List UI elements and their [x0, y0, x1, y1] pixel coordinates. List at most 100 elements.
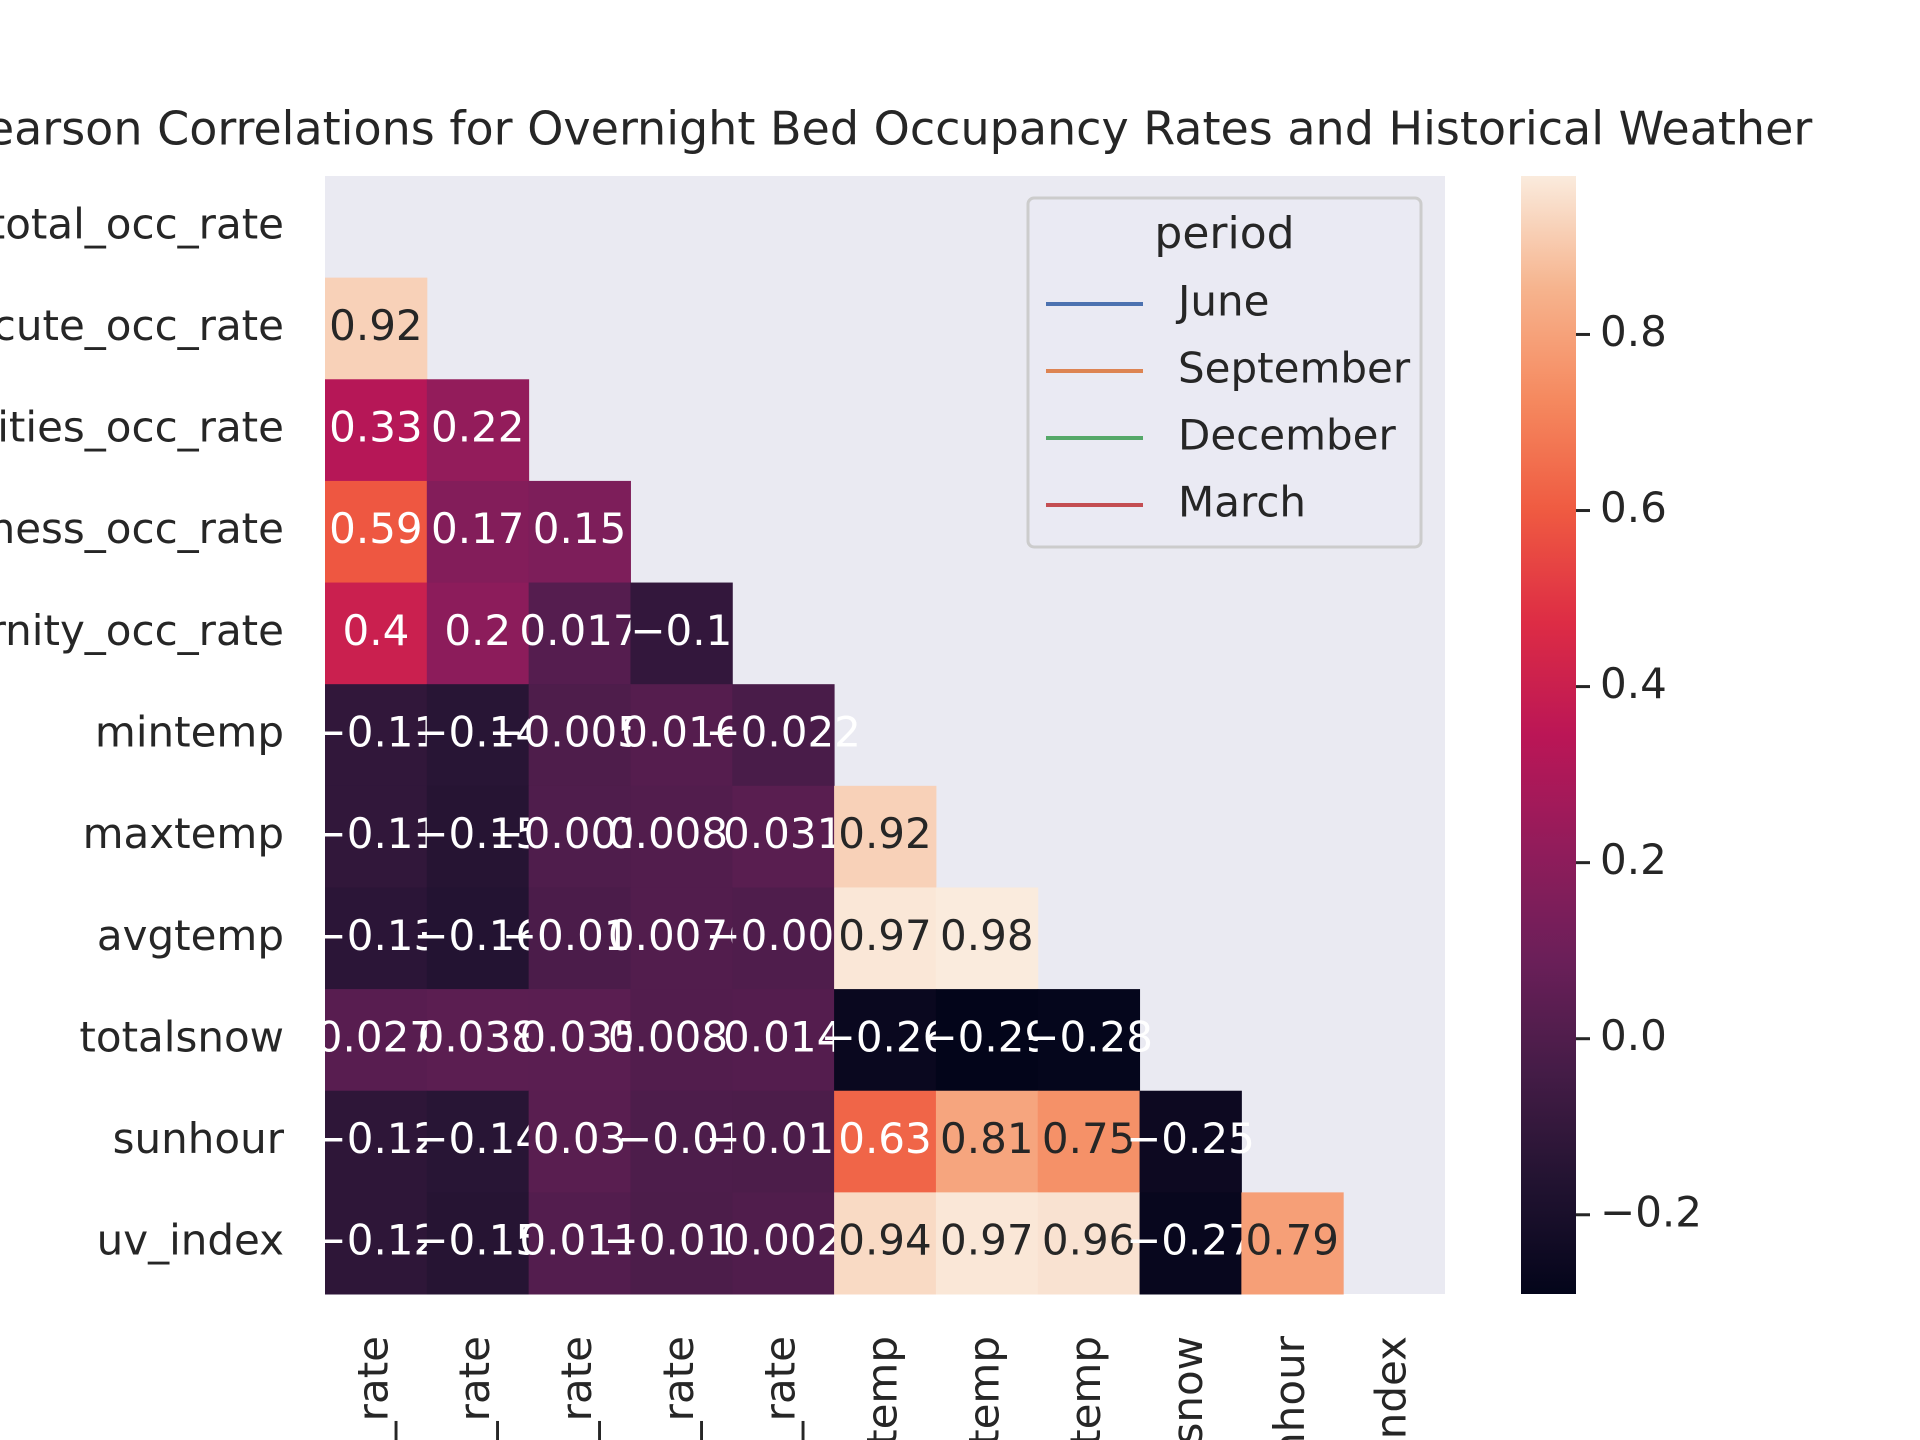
cell-annotation: −0.13	[312, 911, 441, 960]
heatmap-cell	[732, 684, 835, 787]
cell-annotation: −0.12	[312, 1216, 441, 1265]
cell-annotation: 0.22	[431, 403, 525, 452]
heatmap-cell	[528, 989, 631, 1092]
heatmap-cell	[834, 1192, 937, 1295]
heatmap-cell	[426, 785, 530, 888]
cell-annotation: 0.0076	[608, 911, 755, 960]
heatmap-cell	[325, 480, 428, 584]
cell-annotation: −0.14	[413, 1114, 542, 1163]
heatmap-cell	[426, 684, 530, 787]
heatmap-cell	[1139, 1090, 1242, 1193]
x-tick-label: lsnow	[1163, 1336, 1212, 1440]
y-tick-label: totalsnow	[79, 1012, 284, 1061]
heatmap-cell	[528, 785, 631, 888]
heatmap-cell	[325, 1192, 428, 1295]
heatmap-cell	[426, 480, 530, 584]
heatmap-cell	[630, 1192, 733, 1295]
x-tick-label: c_rate	[348, 1336, 397, 1440]
x-tick-label: nhour	[1265, 1335, 1314, 1440]
cell-annotation: 0.031	[723, 809, 843, 858]
heatmap-cell	[732, 989, 835, 1092]
heatmap-cell	[528, 480, 631, 584]
heatmap-cell	[630, 785, 733, 888]
cell-annotation: −0.14	[413, 708, 542, 757]
y-tick-label: ness_occ_rate	[0, 504, 284, 553]
heatmap-cell	[834, 887, 937, 990]
legend-label: June	[1175, 277, 1269, 326]
y-tick-label: sunhour	[113, 1114, 285, 1163]
cell-annotation: −0.16	[413, 911, 542, 960]
heatmap-cell	[325, 277, 428, 380]
cell-annotation: 0.94	[838, 1216, 932, 1265]
heatmap-cell	[630, 684, 733, 787]
cell-annotation: 0.2	[444, 606, 511, 655]
y-tick-label: cute_occ_rate	[0, 301, 284, 350]
cell-annotation: 0.03	[533, 1114, 627, 1163]
x-tick-label: c_rate	[756, 1336, 805, 1440]
cell-annotation: −0.28	[1024, 1012, 1153, 1061]
heatmap-cell	[1037, 989, 1141, 1092]
heatmap-cell	[426, 582, 530, 685]
heatmap-cell	[630, 887, 733, 990]
colorbar-tick-label: 0.2	[1600, 835, 1667, 884]
x-tick-label: c_rate	[450, 1336, 499, 1440]
heatmap-cell	[1037, 1192, 1141, 1295]
heatmap-cell	[325, 785, 428, 888]
colorbar-tick-label: 0.8	[1600, 307, 1667, 356]
colorbar-tick-label: 0.6	[1600, 483, 1667, 532]
heatmap-cell	[1241, 1192, 1344, 1295]
cell-annotation: −0.25	[1126, 1114, 1255, 1163]
heatmap-cell	[732, 1090, 835, 1193]
legend-box	[1026, 196, 1423, 549]
y-tick-label: ities_occ_rate	[0, 403, 284, 452]
legend-label: December	[1178, 411, 1397, 460]
x-tick-label: gtemp	[1061, 1336, 1110, 1440]
heatmap-cell	[935, 1090, 1039, 1193]
heatmap-cell	[426, 379, 530, 482]
cell-annotation: 0.4	[343, 606, 410, 655]
cell-annotation: −0.15	[413, 809, 542, 858]
cell-annotation: −0.26	[821, 1012, 950, 1061]
x-tick-label: c_rate	[552, 1336, 601, 1440]
cell-annotation: 0.035	[519, 1012, 639, 1061]
heatmap-cell	[732, 1192, 835, 1295]
cell-annotation: 0.97	[940, 1216, 1034, 1265]
y-tick-label: mintemp	[95, 708, 284, 757]
cell-annotation: −0.11	[312, 809, 441, 858]
y-tick-label: maxtemp	[83, 809, 284, 858]
cell-annotation: −0.15	[413, 1216, 542, 1265]
cell-annotation: 0.97	[838, 911, 932, 960]
heatmap-cell	[325, 887, 428, 990]
heatmap-cell	[325, 1090, 428, 1193]
heatmap-cell	[325, 684, 428, 787]
cell-annotation: −0.1	[630, 606, 732, 655]
heatmap-cell	[426, 887, 530, 990]
cell-annotation: −0.27	[1126, 1216, 1255, 1265]
cell-annotation: 0.0083	[608, 1012, 755, 1061]
cell-annotation: 0.038	[418, 1012, 538, 1061]
cell-annotation: 0.33	[329, 403, 423, 452]
heatmap-cell	[426, 1192, 530, 1295]
cell-annotation: −0.01	[617, 1114, 746, 1163]
heatmap-cell	[630, 989, 733, 1092]
legend-label: September	[1178, 344, 1411, 393]
heatmap-cell	[630, 582, 733, 685]
y-tick-label: total_occ_rate	[0, 199, 284, 248]
colorbar-tick-label: −0.2	[1600, 1187, 1702, 1236]
heatmap-cell	[1037, 1090, 1141, 1193]
heatmap-cell	[528, 1090, 631, 1193]
y-tick-label: rnity_occ_rate	[0, 606, 284, 655]
cell-annotation: 0.92	[329, 301, 423, 350]
heatmap-cell	[528, 582, 631, 685]
cell-annotation: 0.002	[723, 1216, 843, 1265]
x-tick-label: c_rate	[654, 1336, 703, 1440]
heatmap-cell	[935, 989, 1039, 1092]
legend-label: March	[1178, 478, 1306, 527]
cell-annotation: 0.98	[940, 911, 1034, 960]
cell-annotation: 0.027	[316, 1012, 436, 1061]
cell-annotation: 0.59	[329, 504, 423, 553]
cell-annotation: 0.17	[431, 504, 525, 553]
heatmap-cell	[834, 785, 937, 888]
cell-annotation: −0.29	[922, 1012, 1051, 1061]
